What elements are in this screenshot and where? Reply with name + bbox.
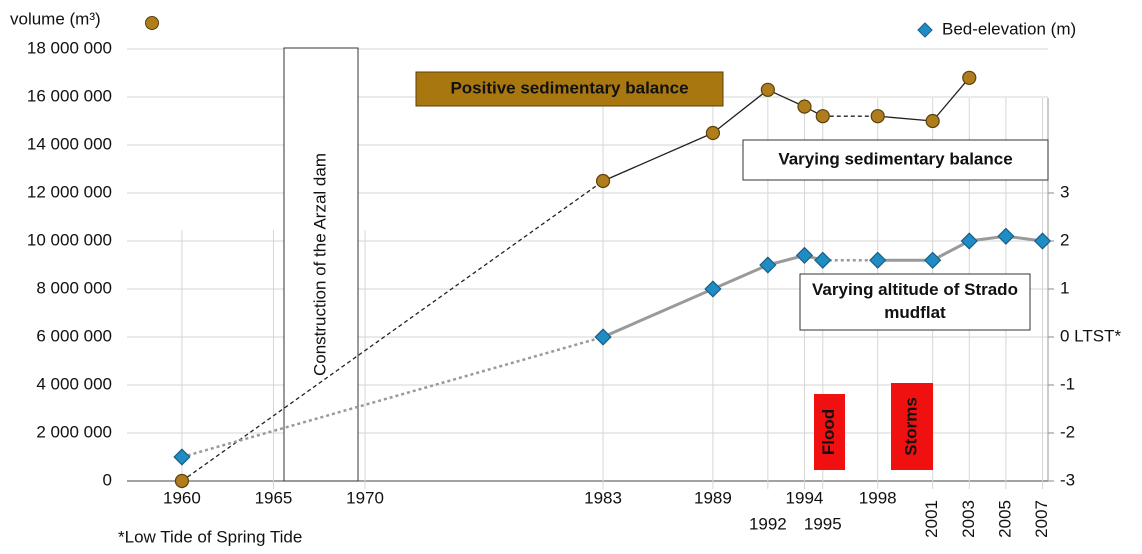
y2-tick-label: 2 [1060, 230, 1069, 249]
y-tick-label: 4 000 000 [36, 374, 112, 393]
point [870, 109, 885, 124]
point [173, 448, 191, 466]
series-segment [712, 89, 769, 134]
annotation-box [814, 394, 845, 470]
point [795, 246, 814, 265]
x-tick-label: 1960 [163, 488, 201, 507]
x-tick-label: 1998 [859, 488, 897, 507]
point [997, 227, 1015, 245]
annotation: Varying sedimentary balance [778, 149, 1012, 168]
legend-label: Bed-elevation (m) [942, 19, 1076, 38]
y-tick-label: 16 000 000 [27, 86, 112, 105]
point [174, 473, 190, 489]
x-tick-label: 1983 [584, 488, 622, 507]
point [960, 232, 978, 250]
annotation: Flood [819, 409, 838, 455]
annotation-box [283, 47, 359, 482]
annotation: Varying altitude of Strado mudflat [812, 280, 1018, 322]
y2-tick-label: 1 [1060, 278, 1069, 297]
y-tick-label: 10 000 000 [27, 230, 112, 249]
point [962, 70, 977, 85]
series-segment [877, 115, 933, 122]
annotation-line: mudflat [884, 303, 946, 322]
x-tick-label: 1970 [346, 488, 384, 507]
x-tick-label: 1965 [255, 488, 293, 507]
point [760, 82, 775, 97]
series-segment [602, 287, 714, 339]
annotation-box [799, 273, 1031, 331]
series-segment [181, 180, 604, 482]
point [797, 99, 812, 114]
y-tick-label: 14 000 000 [27, 134, 112, 153]
point [869, 251, 887, 269]
point [814, 251, 832, 269]
series-segment [931, 239, 970, 262]
annotation-line: Varying altitude of Strado [812, 280, 1018, 299]
point [924, 251, 942, 269]
y2-tick-label: -1 [1060, 374, 1075, 393]
point [759, 256, 777, 274]
legend-marker [917, 22, 933, 38]
y-tick-label: 6 000 000 [36, 326, 112, 345]
y2-tick-label: 3 [1060, 182, 1069, 201]
x-tick-label: 1989 [694, 488, 732, 507]
legend-label: volume (m³) [10, 9, 101, 28]
footnote: *Low Tide of Spring Tide [118, 527, 302, 546]
x-tick-label: 2001 [922, 500, 941, 538]
x-tick-label: 1995 [804, 514, 842, 533]
y-tick-label: 8 000 000 [36, 278, 112, 297]
point [1033, 232, 1052, 250]
annotation: Storms [901, 397, 920, 456]
annotation-box [742, 139, 1049, 181]
y2-tick-label: 0 LTST* [1060, 326, 1121, 345]
y-tick-label: 12 000 000 [27, 182, 112, 201]
series-segment [712, 263, 769, 291]
annotation-box [891, 383, 933, 470]
point [815, 109, 830, 124]
series-segment [932, 77, 970, 122]
point [704, 280, 722, 298]
annotation: Positive sedimentary balance [450, 78, 688, 97]
point [925, 113, 940, 129]
y-tick-label: 2 000 000 [36, 422, 112, 441]
x-tick-label: 2007 [1032, 500, 1051, 538]
x-tick-label: 2003 [959, 500, 978, 538]
point [594, 328, 612, 346]
annotation: Construction of the Arzal dam [310, 153, 329, 376]
series-segment [181, 335, 604, 459]
annotation-box [415, 71, 724, 107]
y-tick-label: 18 000 000 [27, 38, 112, 57]
legend-marker [145, 16, 159, 30]
y2-tick-label: -2 [1060, 422, 1075, 441]
point [595, 173, 611, 189]
x-tick-label: 1992 [749, 514, 787, 533]
x-tick-label: 2005 [995, 500, 1014, 538]
y2-tick-label: -3 [1060, 470, 1075, 489]
point [705, 125, 721, 141]
x-tick-label: 1994 [786, 488, 824, 507]
y-tick-label: 0 [103, 470, 112, 489]
series-segment [602, 132, 714, 182]
